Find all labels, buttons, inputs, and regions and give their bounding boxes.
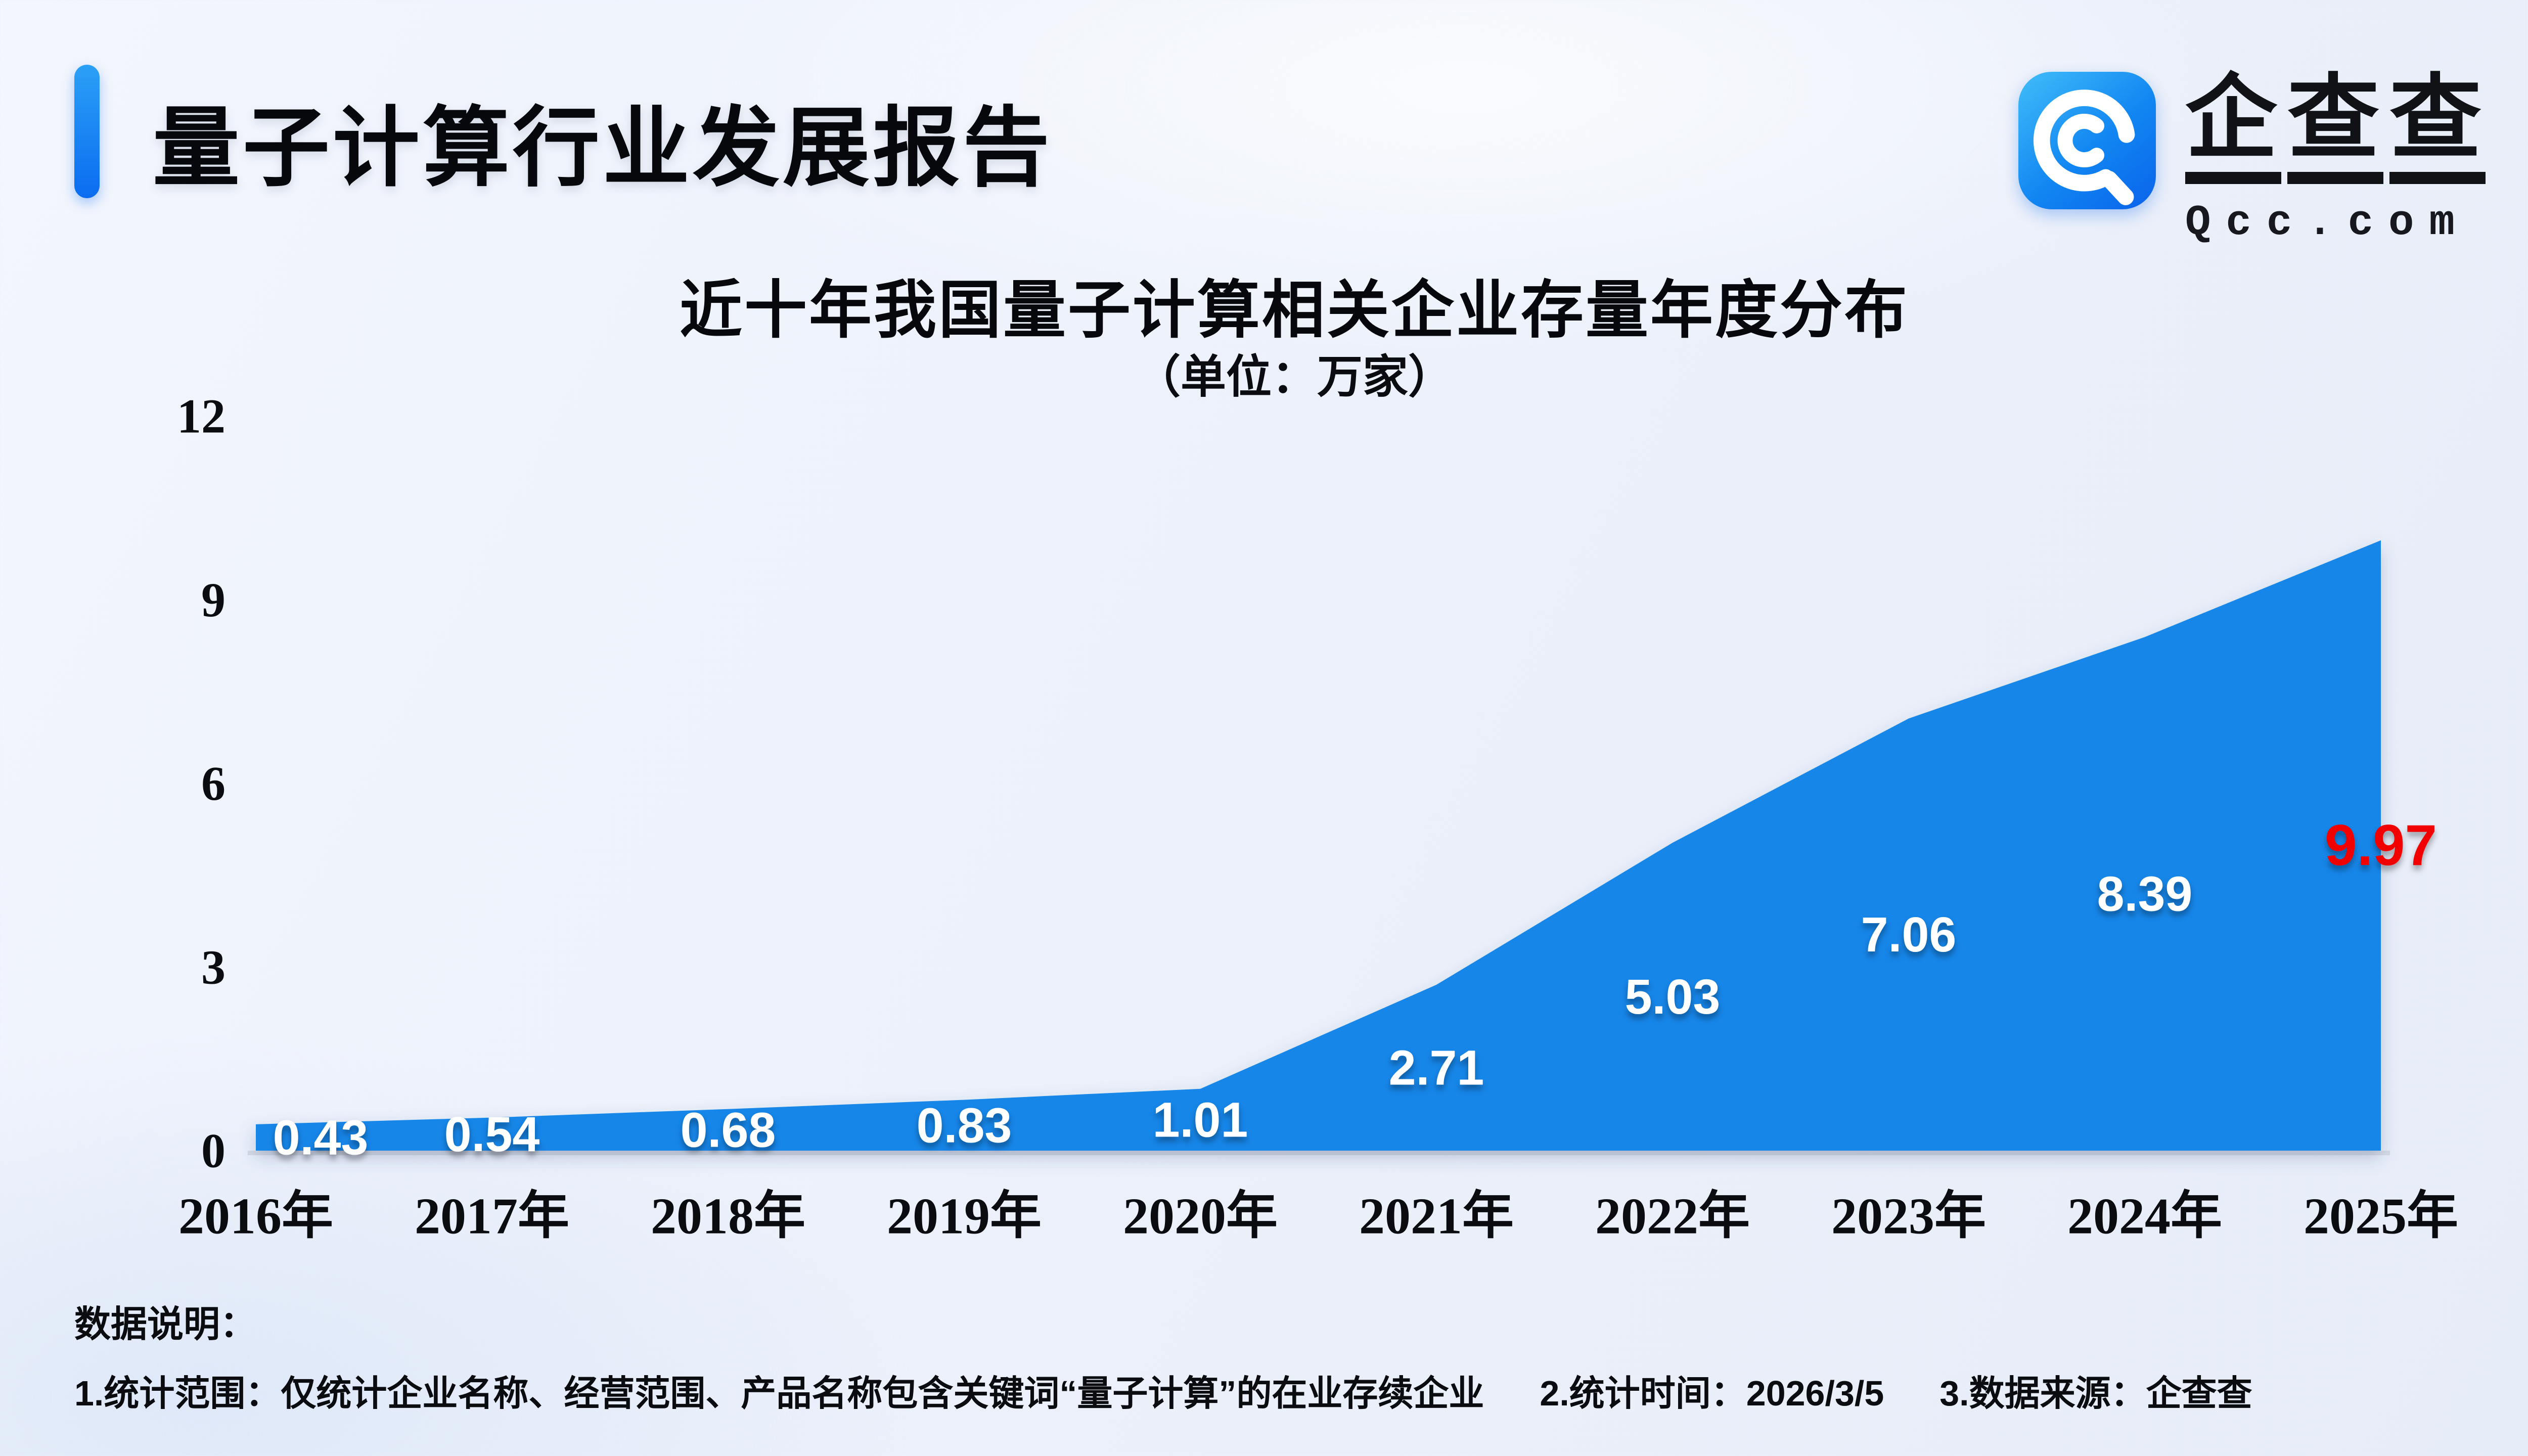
notes-row: 1.统计范围：仅统计企业名称、经营范围、产品名称包含关键词“量子计算”的在业存续… [74, 1365, 2252, 1416]
logo-name-char: 查 [2389, 72, 2486, 184]
y-tick-label: 3 [201, 940, 225, 994]
y-tick-label: 12 [177, 389, 225, 443]
x-axis-line [248, 1151, 2390, 1155]
page-title: 量子计算行业发展报告 [153, 100, 1053, 197]
data-label: 7.06 [1861, 907, 1957, 962]
y-tick-label: 6 [201, 756, 225, 810]
x-axis-label: 2025年 [2304, 1188, 2458, 1245]
x-axis-label: 2020年 [1123, 1188, 1278, 1245]
data-label: 1.01 [1153, 1092, 1248, 1147]
y-tick-label: 9 [201, 573, 225, 627]
note-item-date: 2.统计时间：2026/3/5 [1540, 1374, 1884, 1413]
qcc-logo: 企查查 Qcc.com [2018, 72, 2492, 247]
logo-name-char: 查 [2287, 72, 2383, 184]
logo-name: 企查查 [2185, 72, 2492, 184]
x-axis-label: 2022年 [1595, 1188, 1750, 1245]
notes-heading: 数据说明： [74, 1304, 257, 1345]
x-axis-label: 2019年 [887, 1188, 1042, 1245]
data-label: 0.54 [444, 1107, 540, 1162]
data-label: 0.43 [273, 1110, 369, 1165]
note-item-source: 3.数据来源：企查查 [1939, 1374, 2252, 1413]
x-axis-label: 2017年 [415, 1188, 569, 1245]
x-axis-label: 2016年 [178, 1188, 333, 1245]
chart-subtitle: （单位：万家） [1135, 352, 1454, 402]
qcc-logo-text: 企查查 Qcc.com [2185, 72, 2492, 247]
x-axis-label: 2023年 [1831, 1188, 1986, 1245]
y-tick-label: 0 [201, 1124, 225, 1178]
logo-name-char: 企 [2185, 72, 2281, 184]
x-axis-label: 2021年 [1359, 1188, 1514, 1245]
logo-domain: Qcc.com [2185, 199, 2470, 247]
data-label: 5.03 [1625, 969, 1721, 1024]
note-item-scope: 1.统计范围：仅统计企业名称、经营范围、产品名称包含关键词“量子计算”的在业存续… [74, 1374, 1484, 1413]
x-axis-label: 2018年 [651, 1188, 805, 1245]
title-accent-bar [74, 65, 100, 198]
data-label: 0.83 [917, 1098, 1012, 1153]
qcc-spiral-q-icon [2018, 72, 2156, 209]
data-label-highlight: 9.97 [2325, 813, 2437, 878]
data-label: 2.71 [1389, 1040, 1484, 1095]
data-label: 0.68 [681, 1102, 776, 1157]
x-axis-label: 2024年 [2067, 1188, 2222, 1245]
data-label: 8.39 [2097, 867, 2193, 922]
chart-title: 近十年我国量子计算相关企业存量年度分布 [679, 276, 1909, 345]
area-series [256, 540, 2381, 1151]
